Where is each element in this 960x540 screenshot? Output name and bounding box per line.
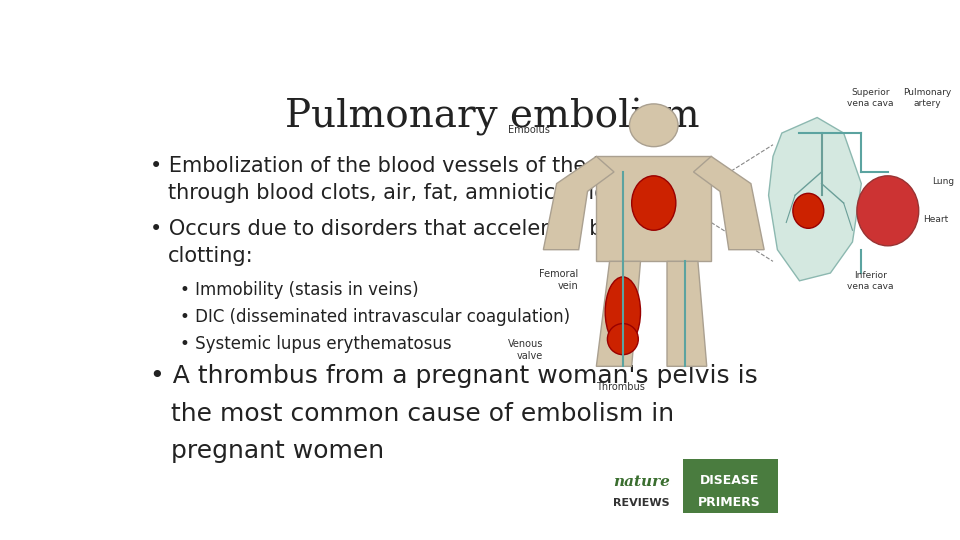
Text: Heart: Heart xyxy=(924,215,948,225)
Ellipse shape xyxy=(632,176,676,230)
Polygon shape xyxy=(769,118,861,281)
Text: • DIC (disseminated intravascular coagulation): • DIC (disseminated intravascular coagul… xyxy=(180,308,569,326)
Ellipse shape xyxy=(857,176,919,246)
Text: • Embolization of the blood vessels of the lung: • Embolization of the blood vessels of t… xyxy=(150,156,638,176)
Text: through blood clots, air, fat, amniotic fluid: through blood clots, air, fat, amniotic … xyxy=(168,183,608,203)
Text: • Immobility (stasis in veins): • Immobility (stasis in veins) xyxy=(180,281,419,299)
Text: Lung: Lung xyxy=(932,177,954,186)
Polygon shape xyxy=(667,261,707,366)
Text: the most common cause of embolism in: the most common cause of embolism in xyxy=(171,402,674,426)
Text: Pulmonary embolism: Pulmonary embolism xyxy=(285,98,699,136)
Text: REVIEWS: REVIEWS xyxy=(613,498,670,508)
Text: nature: nature xyxy=(613,475,670,489)
Ellipse shape xyxy=(608,323,638,355)
FancyBboxPatch shape xyxy=(683,459,778,513)
Ellipse shape xyxy=(793,193,824,228)
Text: pregnant women: pregnant women xyxy=(171,439,384,463)
Text: Venous
valve: Venous valve xyxy=(508,339,543,361)
Text: Pulmonary
artery: Pulmonary artery xyxy=(903,89,951,108)
Polygon shape xyxy=(543,157,614,249)
Text: DISEASE: DISEASE xyxy=(700,474,759,487)
Ellipse shape xyxy=(605,277,640,347)
Text: • A thrombus from a pregnant woman's pelvis is: • A thrombus from a pregnant woman's pel… xyxy=(150,364,757,388)
Text: clotting:: clotting: xyxy=(168,246,254,266)
Text: Embolus: Embolus xyxy=(508,125,550,135)
Text: Thrombus: Thrombus xyxy=(596,382,645,392)
FancyBboxPatch shape xyxy=(605,459,681,513)
Text: PRIMERS: PRIMERS xyxy=(698,496,760,509)
Polygon shape xyxy=(596,157,711,261)
Polygon shape xyxy=(596,261,640,366)
Text: Femoral
vein: Femoral vein xyxy=(540,269,579,291)
Circle shape xyxy=(630,104,678,147)
Text: • Occurs due to disorders that accelerate blood: • Occurs due to disorders that accelerat… xyxy=(150,219,647,239)
Text: Inferior
vena cava: Inferior vena cava xyxy=(847,271,894,291)
Text: Superior
vena cava: Superior vena cava xyxy=(847,89,894,108)
Text: • Systemic lupus erythematosus: • Systemic lupus erythematosus xyxy=(180,335,451,353)
Polygon shape xyxy=(693,157,764,249)
